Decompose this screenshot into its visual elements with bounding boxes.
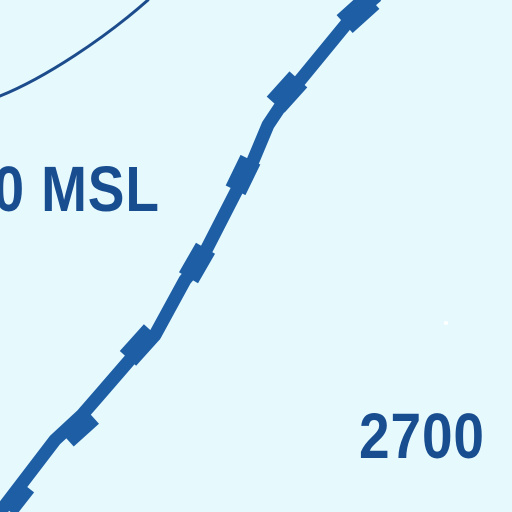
map-speck (444, 321, 448, 325)
airspace-boundary (0, 0, 382, 512)
boundary-tick (225, 154, 261, 196)
boundary-tick (59, 407, 99, 447)
boundary-line (0, 0, 382, 512)
boundary-tick (0, 480, 35, 512)
boundary-tick (119, 324, 161, 366)
msl-altitude-label: 00 MSL (0, 153, 160, 225)
altitude-label: 2700 (359, 400, 485, 472)
boundary-tick (266, 71, 308, 113)
boundary-tick (336, 0, 380, 33)
boundary-tick (178, 242, 216, 284)
airspace-arc (0, 0, 150, 98)
